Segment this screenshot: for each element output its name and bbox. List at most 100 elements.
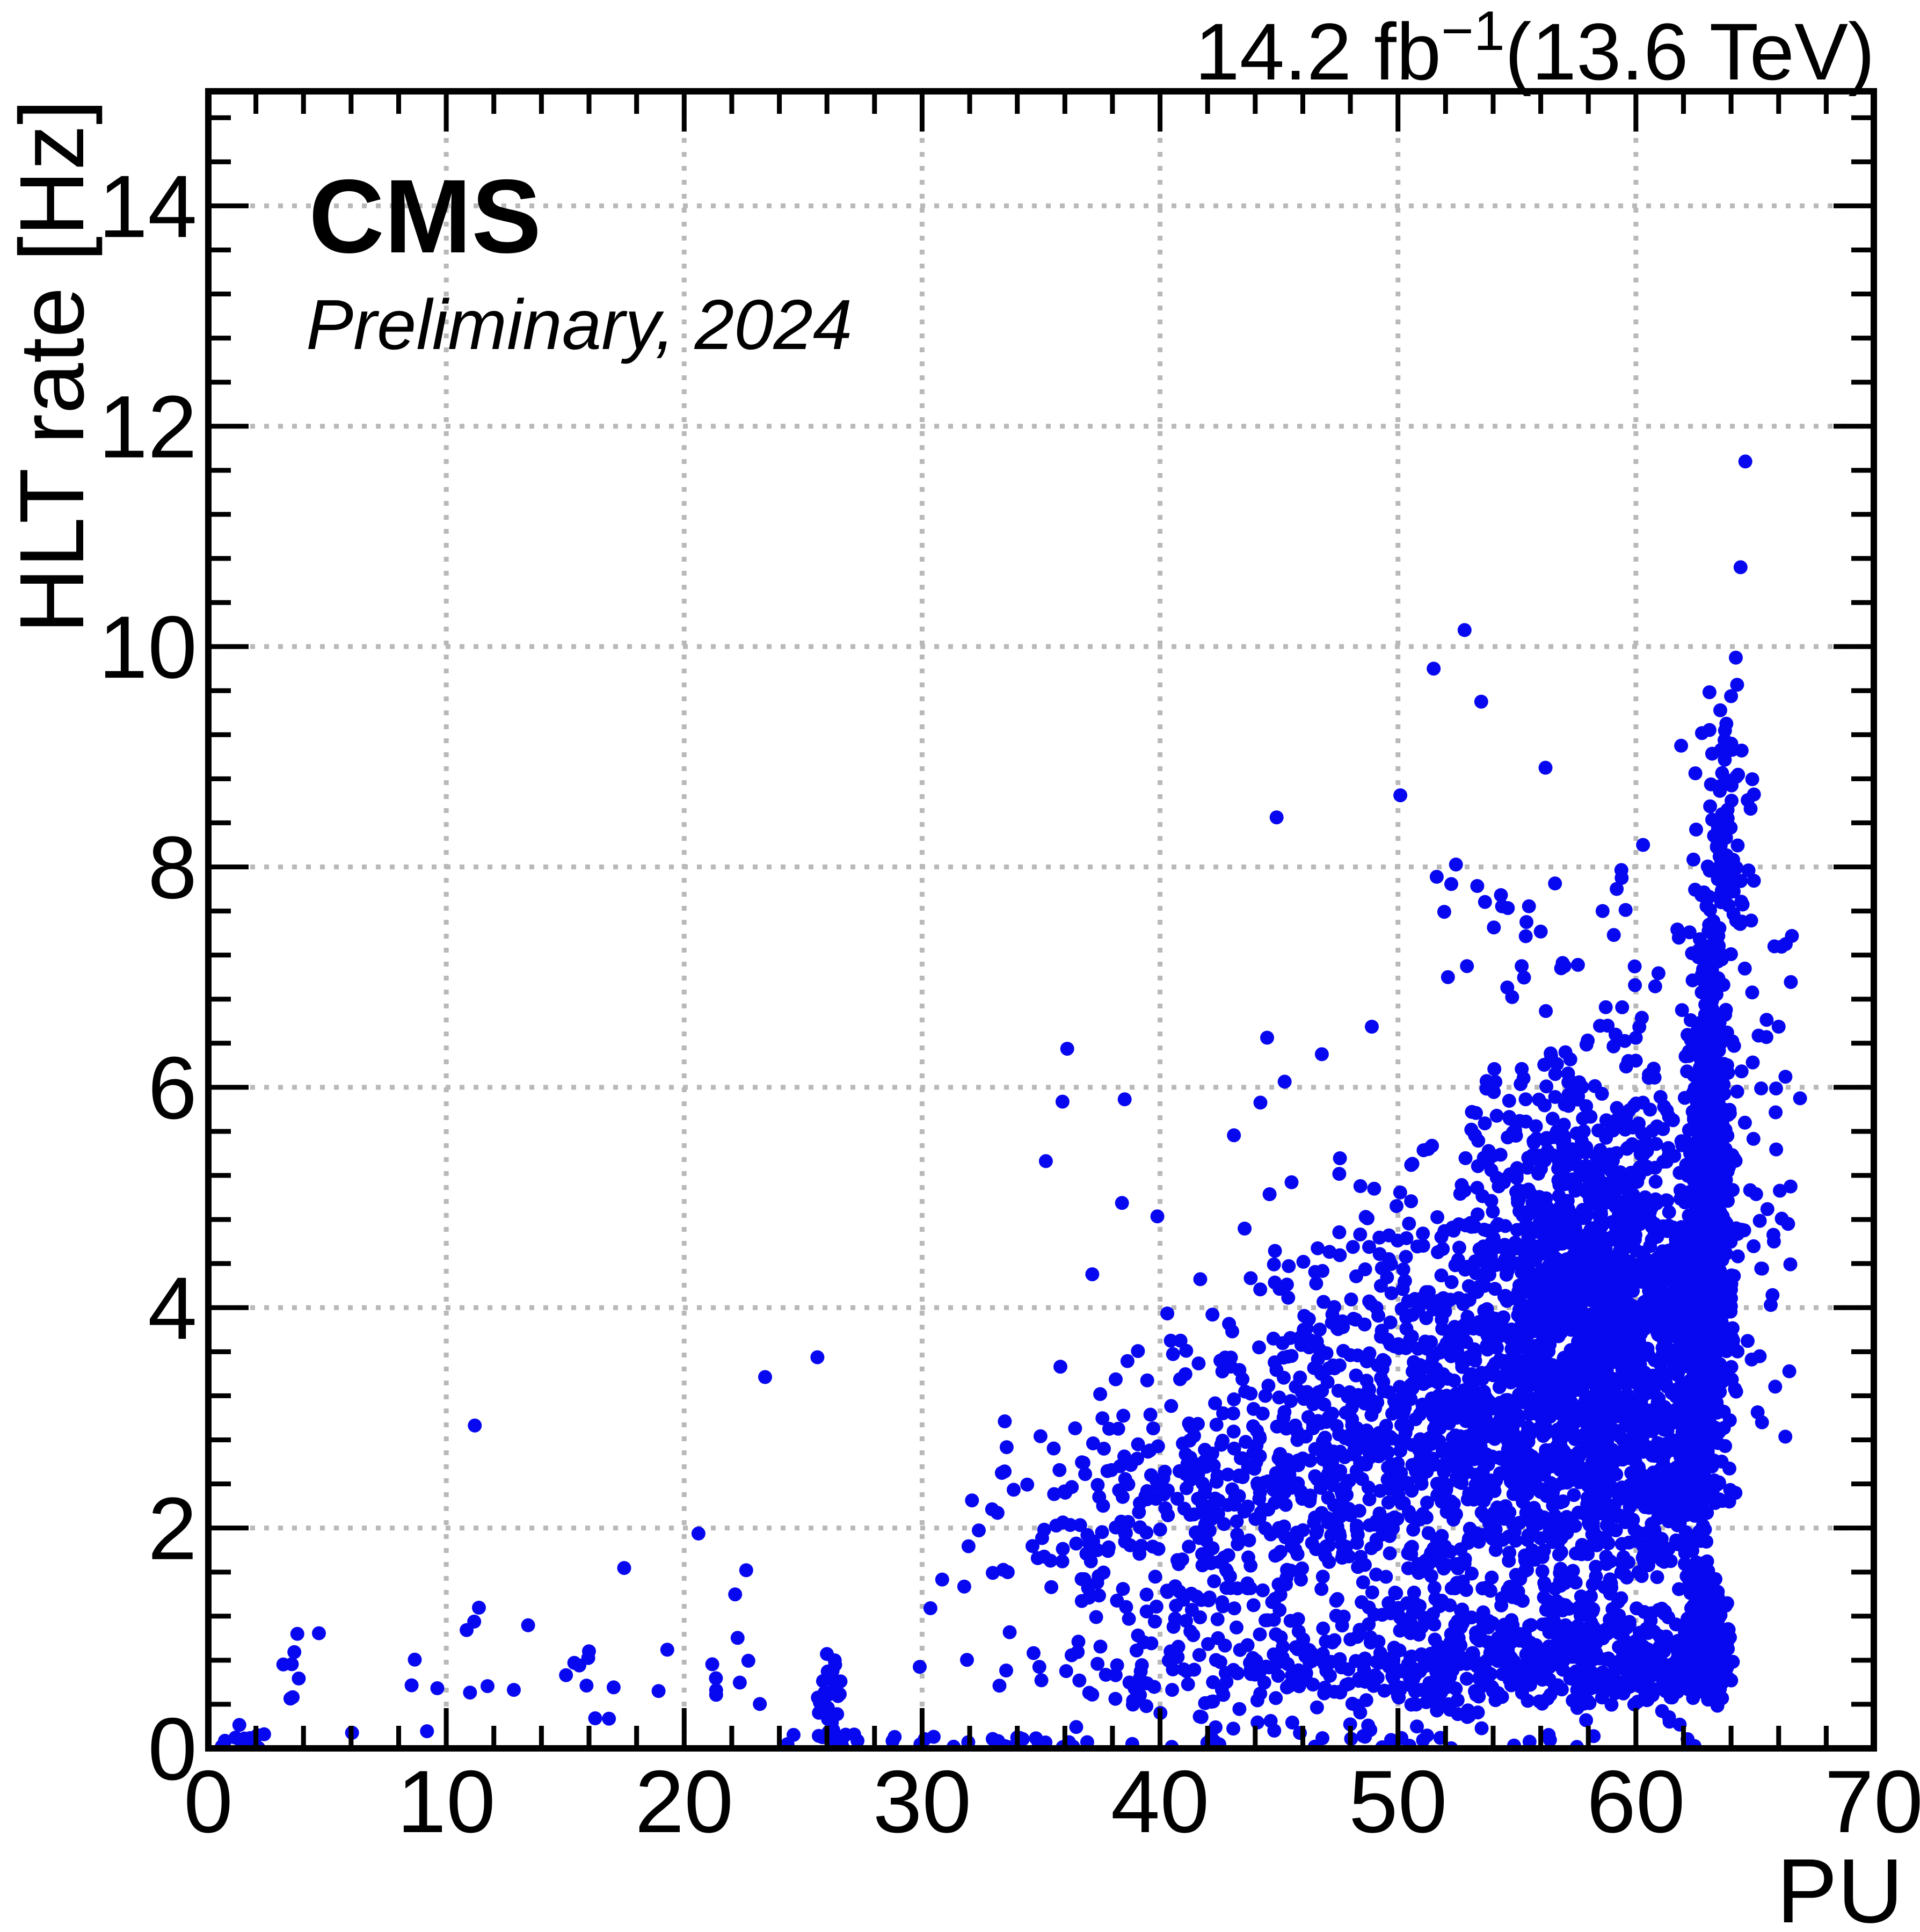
data-point <box>1621 1282 1636 1297</box>
data-point <box>1458 1455 1472 1469</box>
data-point <box>1314 1582 1329 1596</box>
data-point <box>1636 1095 1650 1110</box>
data-point <box>1069 1720 1083 1734</box>
data-point <box>1518 1564 1532 1578</box>
data-point <box>1362 1600 1376 1615</box>
data-point <box>1501 1393 1515 1407</box>
data-point <box>1133 1520 1147 1535</box>
data-point <box>1463 1521 1477 1536</box>
data-point <box>1183 1473 1198 1487</box>
data-point <box>1568 1575 1583 1590</box>
data-point <box>1537 1058 1552 1072</box>
data-point <box>1677 1331 1691 1345</box>
data-point <box>1327 1633 1342 1647</box>
data-point <box>1628 1054 1643 1068</box>
data-point <box>1086 1436 1100 1450</box>
data-point <box>811 1690 825 1705</box>
data-point <box>1719 831 1733 845</box>
data-point <box>1565 1264 1579 1278</box>
data-point <box>1567 1488 1581 1502</box>
data-point <box>1527 1501 1541 1515</box>
data-point <box>1102 1540 1116 1555</box>
data-point <box>1231 1537 1245 1551</box>
data-point <box>1109 1372 1123 1386</box>
data-point <box>1633 1301 1648 1316</box>
data-point <box>1461 1703 1475 1718</box>
data-point <box>1207 1574 1221 1588</box>
data-point <box>1497 1512 1511 1526</box>
data-point <box>730 1631 745 1645</box>
data-point <box>1218 1350 1232 1365</box>
data-point <box>1477 1269 1492 1283</box>
data-point <box>1552 1178 1567 1192</box>
data-point <box>1381 1495 1395 1510</box>
data-point <box>1072 1673 1087 1688</box>
data-point <box>606 1680 621 1695</box>
data-point <box>1227 1392 1241 1406</box>
data-point <box>1598 1000 1613 1014</box>
data-point <box>1160 1584 1174 1598</box>
data-point <box>1325 1308 1340 1321</box>
data-point <box>1326 1444 1341 1459</box>
data-point <box>1542 1204 1557 1219</box>
data-point <box>1508 1236 1523 1250</box>
data-point <box>1033 1429 1048 1443</box>
data-point <box>1296 1673 1311 1687</box>
data-point <box>1365 1585 1379 1600</box>
data-point <box>1635 1407 1650 1422</box>
data-point <box>1655 1474 1670 1488</box>
data-point <box>1058 1485 1073 1500</box>
data-point <box>1219 1563 1233 1577</box>
data-point <box>1477 1303 1492 1318</box>
data-point <box>1679 1437 1693 1452</box>
data-point <box>430 1681 445 1695</box>
data-point <box>1648 1491 1663 1505</box>
data-point <box>709 1671 723 1686</box>
data-point <box>1665 1302 1679 1316</box>
data-point <box>1309 1526 1323 1541</box>
data-point <box>1181 1677 1195 1691</box>
data-point <box>1603 1451 1618 1466</box>
data-point <box>1455 1360 1470 1374</box>
data-point <box>823 1710 838 1724</box>
data-point <box>1706 1114 1720 1128</box>
data-point <box>1191 1356 1206 1371</box>
data-point <box>1588 1079 1602 1093</box>
data-point <box>1359 1693 1373 1708</box>
data-point <box>1711 1227 1725 1241</box>
data-point <box>1329 1419 1344 1433</box>
data-point <box>1668 1515 1683 1530</box>
data-point <box>1002 1625 1017 1639</box>
data-point <box>1700 1013 1714 1027</box>
data-point <box>1334 1537 1349 1552</box>
data-point <box>1420 1495 1434 1510</box>
data-point <box>1232 1468 1246 1483</box>
data-point <box>1497 1466 1512 1481</box>
data-point <box>1474 1721 1489 1735</box>
data-point <box>1539 1426 1553 1441</box>
data-point <box>1553 1463 1567 1477</box>
data-point <box>1396 1262 1410 1277</box>
data-point <box>1342 1677 1356 1691</box>
data-point <box>1044 1580 1059 1594</box>
data-point <box>1678 1049 1693 1064</box>
data-point <box>1296 1523 1310 1537</box>
data-point <box>1678 1675 1692 1689</box>
data-point <box>1099 1668 1113 1682</box>
data-point <box>1312 1323 1327 1337</box>
data-point <box>1696 1173 1711 1187</box>
data-point <box>1349 1464 1364 1478</box>
data-point <box>1363 1635 1378 1650</box>
data-point <box>1712 1475 1726 1490</box>
data-point <box>1269 1691 1283 1705</box>
data-point <box>705 1657 719 1672</box>
data-point <box>1610 1318 1624 1332</box>
data-point <box>1510 1223 1524 1237</box>
data-point <box>1383 1546 1397 1560</box>
data-point <box>1090 1657 1105 1671</box>
data-point <box>1358 1558 1372 1572</box>
data-point <box>1448 1320 1462 1334</box>
data-point <box>1131 1344 1145 1359</box>
data-point <box>1170 1492 1184 1506</box>
data-point <box>1529 1119 1543 1134</box>
